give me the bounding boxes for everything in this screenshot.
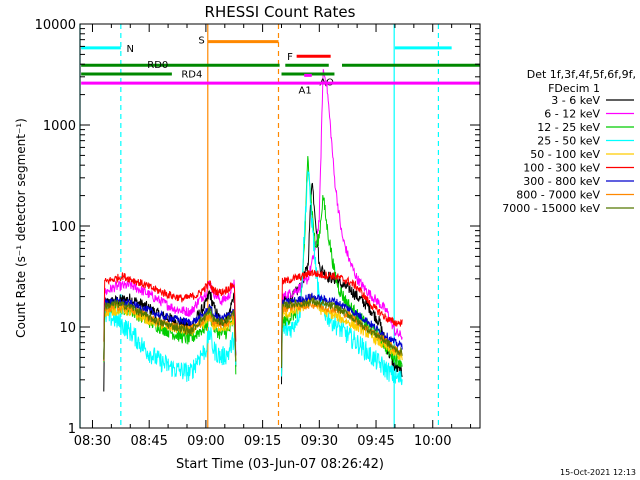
y-tick-label: 10000 [35,18,76,33]
legend-header-detectors: Det 1f,3f,4f,5f,6f,9f, [527,68,636,81]
x-tick-label: 08:30 [74,434,111,449]
y-tick-label: 1000 [43,119,76,134]
x-axis-label: Start Time (03-Jun-07 08:26:42) [176,457,384,472]
flag-label-s: S [198,36,204,47]
legend-label: 12 - 25 keV [537,121,600,134]
flag-label-f: F [287,52,293,63]
legend-label: 7000 - 15000 keV [502,202,600,215]
y-tick-label: 10 [59,321,76,336]
legend-label: 300 - 800 keV [523,175,600,188]
legend-label: 800 - 7000 keV [516,189,600,202]
plot-frame [79,23,481,429]
series-line-25-50-keV [103,170,403,386]
series-line-7000-15000-keV [103,296,403,368]
legend-label: 6 - 12 keV [544,108,600,121]
x-tick-label: 10:00 [414,434,451,449]
legend-label: 3 - 6 keV [551,94,600,107]
timestamp: 15-Oct-2021 12:13 [560,468,636,477]
x-tick-label: 09:00 [187,434,224,449]
x-tick-label: 08:45 [130,434,167,449]
series-line-100-300-keV [103,269,403,353]
x-tick-label: 09:45 [357,434,394,449]
flag-label-n: N [127,44,134,55]
y-axis-label: Count Rate (s⁻¹ detector segment⁻¹) [14,118,28,338]
x-tick-label: 09:15 [244,434,281,449]
legend-label: 100 - 300 keV [523,162,600,175]
flag-label-rd4: RD4 [181,69,202,80]
flag-label-rd0: RD0 [147,60,168,71]
flag-bars: NSFRD0RD4AOA1 [81,36,480,96]
x-tick-label: 09:30 [301,434,338,449]
chart-title: RHESSI Count Rates [205,3,356,21]
flag-label-a1: A1 [299,85,312,96]
legend: Det 1f,3f,4f,5f,6f,9f, FDecim 1 3 - 6 ke… [502,68,636,215]
y-tick-label: 1 [68,422,76,437]
legend-label: 25 - 50 keV [537,135,600,148]
series-lines [103,69,403,392]
legend-header-decim: FDecim 1 [548,82,600,95]
axis-ticks: 1 10 100 1000 10000 08:30 08:45 09:00 09:15 09:30… [35,18,480,449]
y-tick-label: 100 [51,220,76,235]
legend-label: 50 - 100 keV [530,148,600,161]
